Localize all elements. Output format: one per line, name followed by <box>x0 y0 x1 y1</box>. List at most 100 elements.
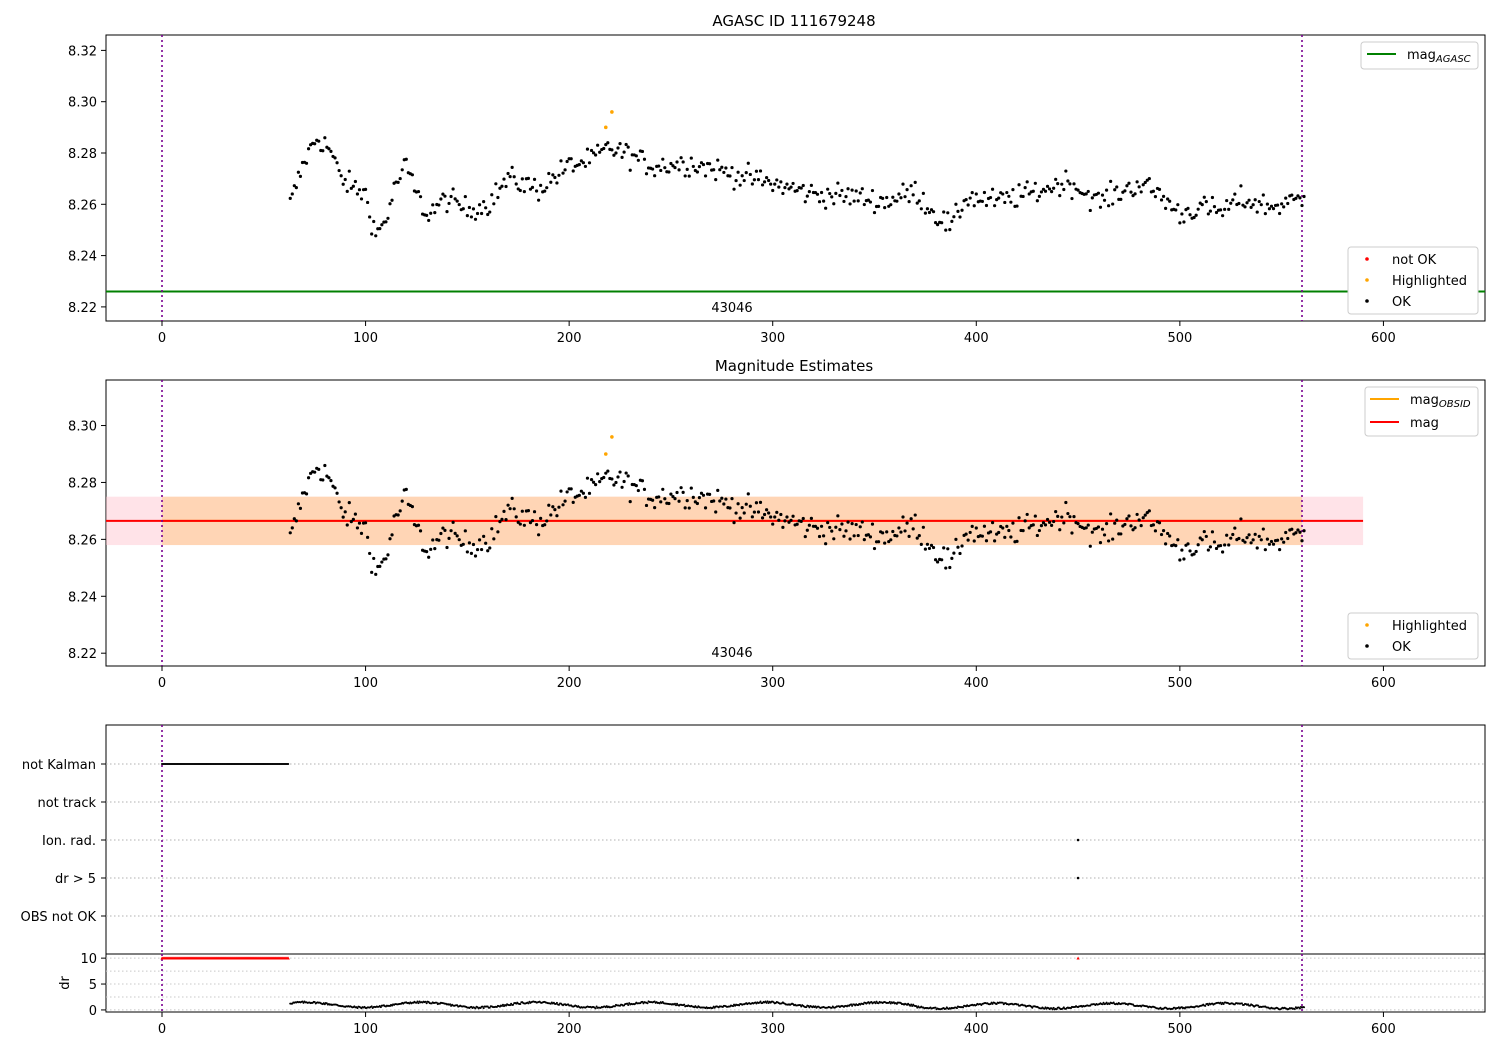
x-tick-label: 400 <box>964 676 989 691</box>
ok-point <box>944 566 948 570</box>
ok-point <box>970 524 974 529</box>
ok-point <box>453 197 457 201</box>
ok-point <box>742 178 746 183</box>
ok-point <box>475 547 480 552</box>
ok-point <box>1194 549 1198 554</box>
panel1-x-ticks: 0 100 200 300 400 500 600 <box>158 321 1396 346</box>
ok-point <box>787 520 791 524</box>
ok-point <box>842 534 846 538</box>
ok-point <box>398 176 402 181</box>
ok-point <box>883 206 887 210</box>
ok-point <box>1047 520 1052 524</box>
ok-point <box>553 508 557 512</box>
ok-point <box>657 495 661 499</box>
ok-point <box>1208 545 1212 549</box>
ok-point <box>948 565 952 570</box>
legend-mag-agasc-sub: AGASC <box>1435 54 1471 65</box>
ok-point <box>980 534 984 538</box>
ok-point <box>532 510 537 514</box>
ok-point <box>990 187 995 191</box>
ok-point <box>1084 192 1088 196</box>
ok-point <box>618 142 622 146</box>
ok-point <box>490 527 494 531</box>
ok-point <box>781 525 785 529</box>
ok-point <box>1005 190 1009 195</box>
ok-point <box>1278 211 1282 216</box>
x-tick-label: 0 <box>158 1022 166 1037</box>
ok-point <box>689 486 693 490</box>
ok-point <box>856 533 860 538</box>
dr-point <box>416 1000 419 1003</box>
ok-point <box>1031 523 1035 527</box>
ok-point <box>716 158 720 162</box>
ok-point <box>612 153 616 157</box>
ok-point <box>1135 512 1139 517</box>
ok-point <box>475 211 480 216</box>
ok-point <box>1267 207 1272 211</box>
ok-point <box>817 200 822 204</box>
ok-point <box>1009 200 1013 204</box>
dr-point <box>379 1006 382 1009</box>
ok-point <box>1263 211 1267 216</box>
ok-point <box>504 518 508 522</box>
ok-point <box>1102 198 1107 202</box>
ok-point <box>885 195 889 200</box>
flag-row-label: not Kalman <box>22 758 96 773</box>
ok-point <box>425 213 429 217</box>
ok-point <box>1007 194 1011 198</box>
dr-point <box>1219 1001 1222 1004</box>
ok-point <box>1186 206 1190 210</box>
ok-point <box>988 195 993 200</box>
ok-point <box>927 546 932 551</box>
ok-point <box>691 495 695 499</box>
svg-text:magAGASC: magAGASC <box>1407 48 1471 65</box>
ok-point <box>921 525 925 529</box>
ok-point <box>942 210 946 214</box>
ok-point <box>769 515 773 519</box>
ok-point <box>591 151 596 155</box>
ok-point <box>449 529 453 533</box>
ok-point <box>1259 203 1263 207</box>
ok-point <box>587 161 592 165</box>
ok-point <box>1135 180 1139 184</box>
ok-point <box>543 523 547 527</box>
ok-point <box>870 188 875 193</box>
ok-point <box>907 534 911 538</box>
ok-point <box>1102 533 1107 537</box>
ok-point <box>1180 548 1184 552</box>
dr-point <box>1105 1001 1108 1004</box>
dr-point <box>674 1002 676 1005</box>
ok-point <box>732 187 736 191</box>
ok-point <box>964 197 968 202</box>
ok-point <box>1039 524 1044 528</box>
ok-point <box>789 518 793 522</box>
x-tick-label: 0 <box>158 676 166 691</box>
ok-point <box>380 560 384 564</box>
flag-point <box>287 763 290 765</box>
ok-point <box>1062 521 1066 525</box>
ok-point <box>551 505 555 509</box>
ok-point <box>720 165 724 169</box>
ok-point <box>730 165 734 170</box>
dr-point <box>555 1001 558 1004</box>
ok-point <box>518 522 522 526</box>
dr-point <box>417 1002 420 1005</box>
panel2-y-ticks: 8.22 8.24 8.26 8.28 8.30 <box>68 420 106 662</box>
ok-point <box>384 557 388 561</box>
ok-point <box>589 148 594 153</box>
ok-point <box>948 228 952 232</box>
ok-point <box>1086 523 1090 527</box>
ok-point <box>701 162 706 167</box>
ok-point <box>848 202 852 206</box>
ok-point <box>628 168 632 172</box>
ok-point <box>1137 185 1141 189</box>
ok-point <box>1214 546 1219 551</box>
ok-point <box>815 526 820 530</box>
ok-point <box>480 211 484 216</box>
ok-point <box>1249 205 1253 209</box>
dr-point <box>995 1002 998 1005</box>
x-tick-label: 100 <box>353 331 378 346</box>
ok-point <box>1196 207 1200 211</box>
ok-point <box>465 214 469 218</box>
ok-point <box>1271 207 1276 211</box>
